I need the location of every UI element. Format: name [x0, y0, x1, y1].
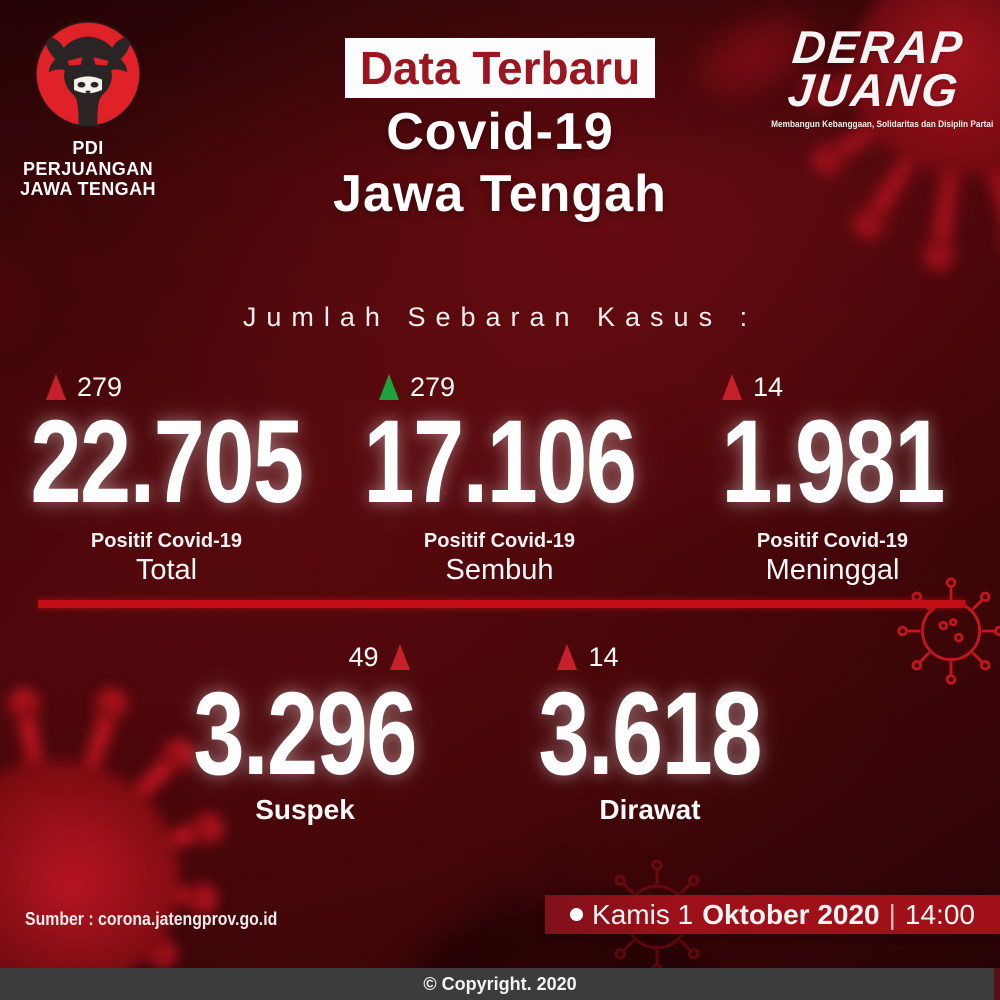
stat-meninggal: 14 1.981 Positif Covid-19 Meninggal	[666, 372, 999, 585]
pdi-line-1: PDI	[72, 138, 104, 158]
title-covid19: Covid-19	[386, 103, 614, 162]
stat-value-meninggal: 1.981	[721, 396, 945, 528]
derap-juang-logo: DERAP JUANG	[757, 21, 994, 117]
up-arrow-icon	[557, 644, 578, 670]
date-time: 14:00	[904, 898, 975, 930]
derap-line: DERAP	[790, 21, 967, 73]
bullet-icon	[570, 908, 584, 921]
virus-core	[0, 220, 70, 380]
stat-label-top: Positif Covid-19	[423, 530, 576, 553]
pdi-brand-block: PDI PERJUANGAN JAWA TENGAH	[18, 18, 158, 200]
virus-spike	[53, 869, 205, 908]
header-block: Data Terbaru Covid-19 Jawa Tengah	[240, 38, 760, 222]
pdi-line-3: JAWA TENGAH	[20, 179, 156, 200]
stat-label-top: Positif Covid-19	[756, 530, 909, 553]
stat-value-dirawat: 3.618	[538, 668, 763, 800]
secondary-stats-row: 49 3.296 Suspek 14 3.618 Dirawat	[0, 642, 1000, 832]
juang-line: JUANG	[785, 64, 963, 117]
stat-value-sembuh: 17.106	[363, 396, 637, 528]
stat-value-suspek: 3.296	[193, 668, 418, 800]
pdi-line-2: PERJUANGAN	[22, 158, 154, 179]
virus-spike	[0, 217, 57, 306]
derap-tagline: Membangun Kebanggaan, Solidaritas dan Di…	[771, 119, 994, 130]
data-source-text: Sumber : corona.jatengprov.go.id	[25, 909, 278, 929]
stat-label-bottom: Meninggal	[765, 554, 900, 587]
date-separator: |	[888, 898, 896, 930]
stat-total-positif: 279 22.705 Positif Covid-19 Total	[0, 372, 333, 585]
footer-edge-decoration	[994, 968, 1000, 1000]
stat-label-top: Positif Covid-19	[90, 530, 243, 553]
delta-value: 49	[348, 641, 379, 672]
title-jawa-tengah: Jawa Tengah	[333, 165, 667, 224]
date-month-year: Oktober 2020	[702, 898, 880, 930]
stat-label-bottom: Total	[135, 554, 198, 587]
stat-label: Dirawat	[599, 794, 701, 826]
primary-stats-row: 279 22.705 Positif Covid-19 Total 279 17…	[0, 372, 1000, 585]
copyright-text: © Copyright. 2020	[423, 974, 577, 994]
section-heading: Jumlah Sebaran Kasus :	[242, 302, 758, 332]
stat-suspek: 49 3.296 Suspek	[135, 642, 475, 824]
stat-sembuh: 279 17.106 Positif Covid-19 Sembuh	[333, 372, 666, 585]
up-arrow-icon	[389, 644, 410, 670]
date-day: Kamis 1	[592, 898, 694, 930]
footer-bar: © Copyright. 2020	[0, 968, 1000, 1000]
stat-value-total: 22.705	[30, 396, 304, 528]
red-divider-line	[38, 600, 965, 608]
stat-label-bottom: Sembuh	[445, 554, 554, 587]
stat-dirawat: 14 3.618 Dirawat	[480, 642, 820, 824]
derap-juang-brand-block: DERAP JUANG Membangun Kebanggaan, Solida…	[762, 21, 994, 130]
pdi-bull-logo-icon	[34, 20, 142, 128]
virus-spike	[0, 257, 93, 309]
date-time-banner: Kamis 1 Oktober 2020 | 14:00	[545, 895, 1000, 934]
stat-label: Suspek	[255, 794, 355, 826]
badge-data-terbaru: Data Terbaru	[344, 38, 656, 99]
delta-value: 14	[588, 641, 619, 672]
